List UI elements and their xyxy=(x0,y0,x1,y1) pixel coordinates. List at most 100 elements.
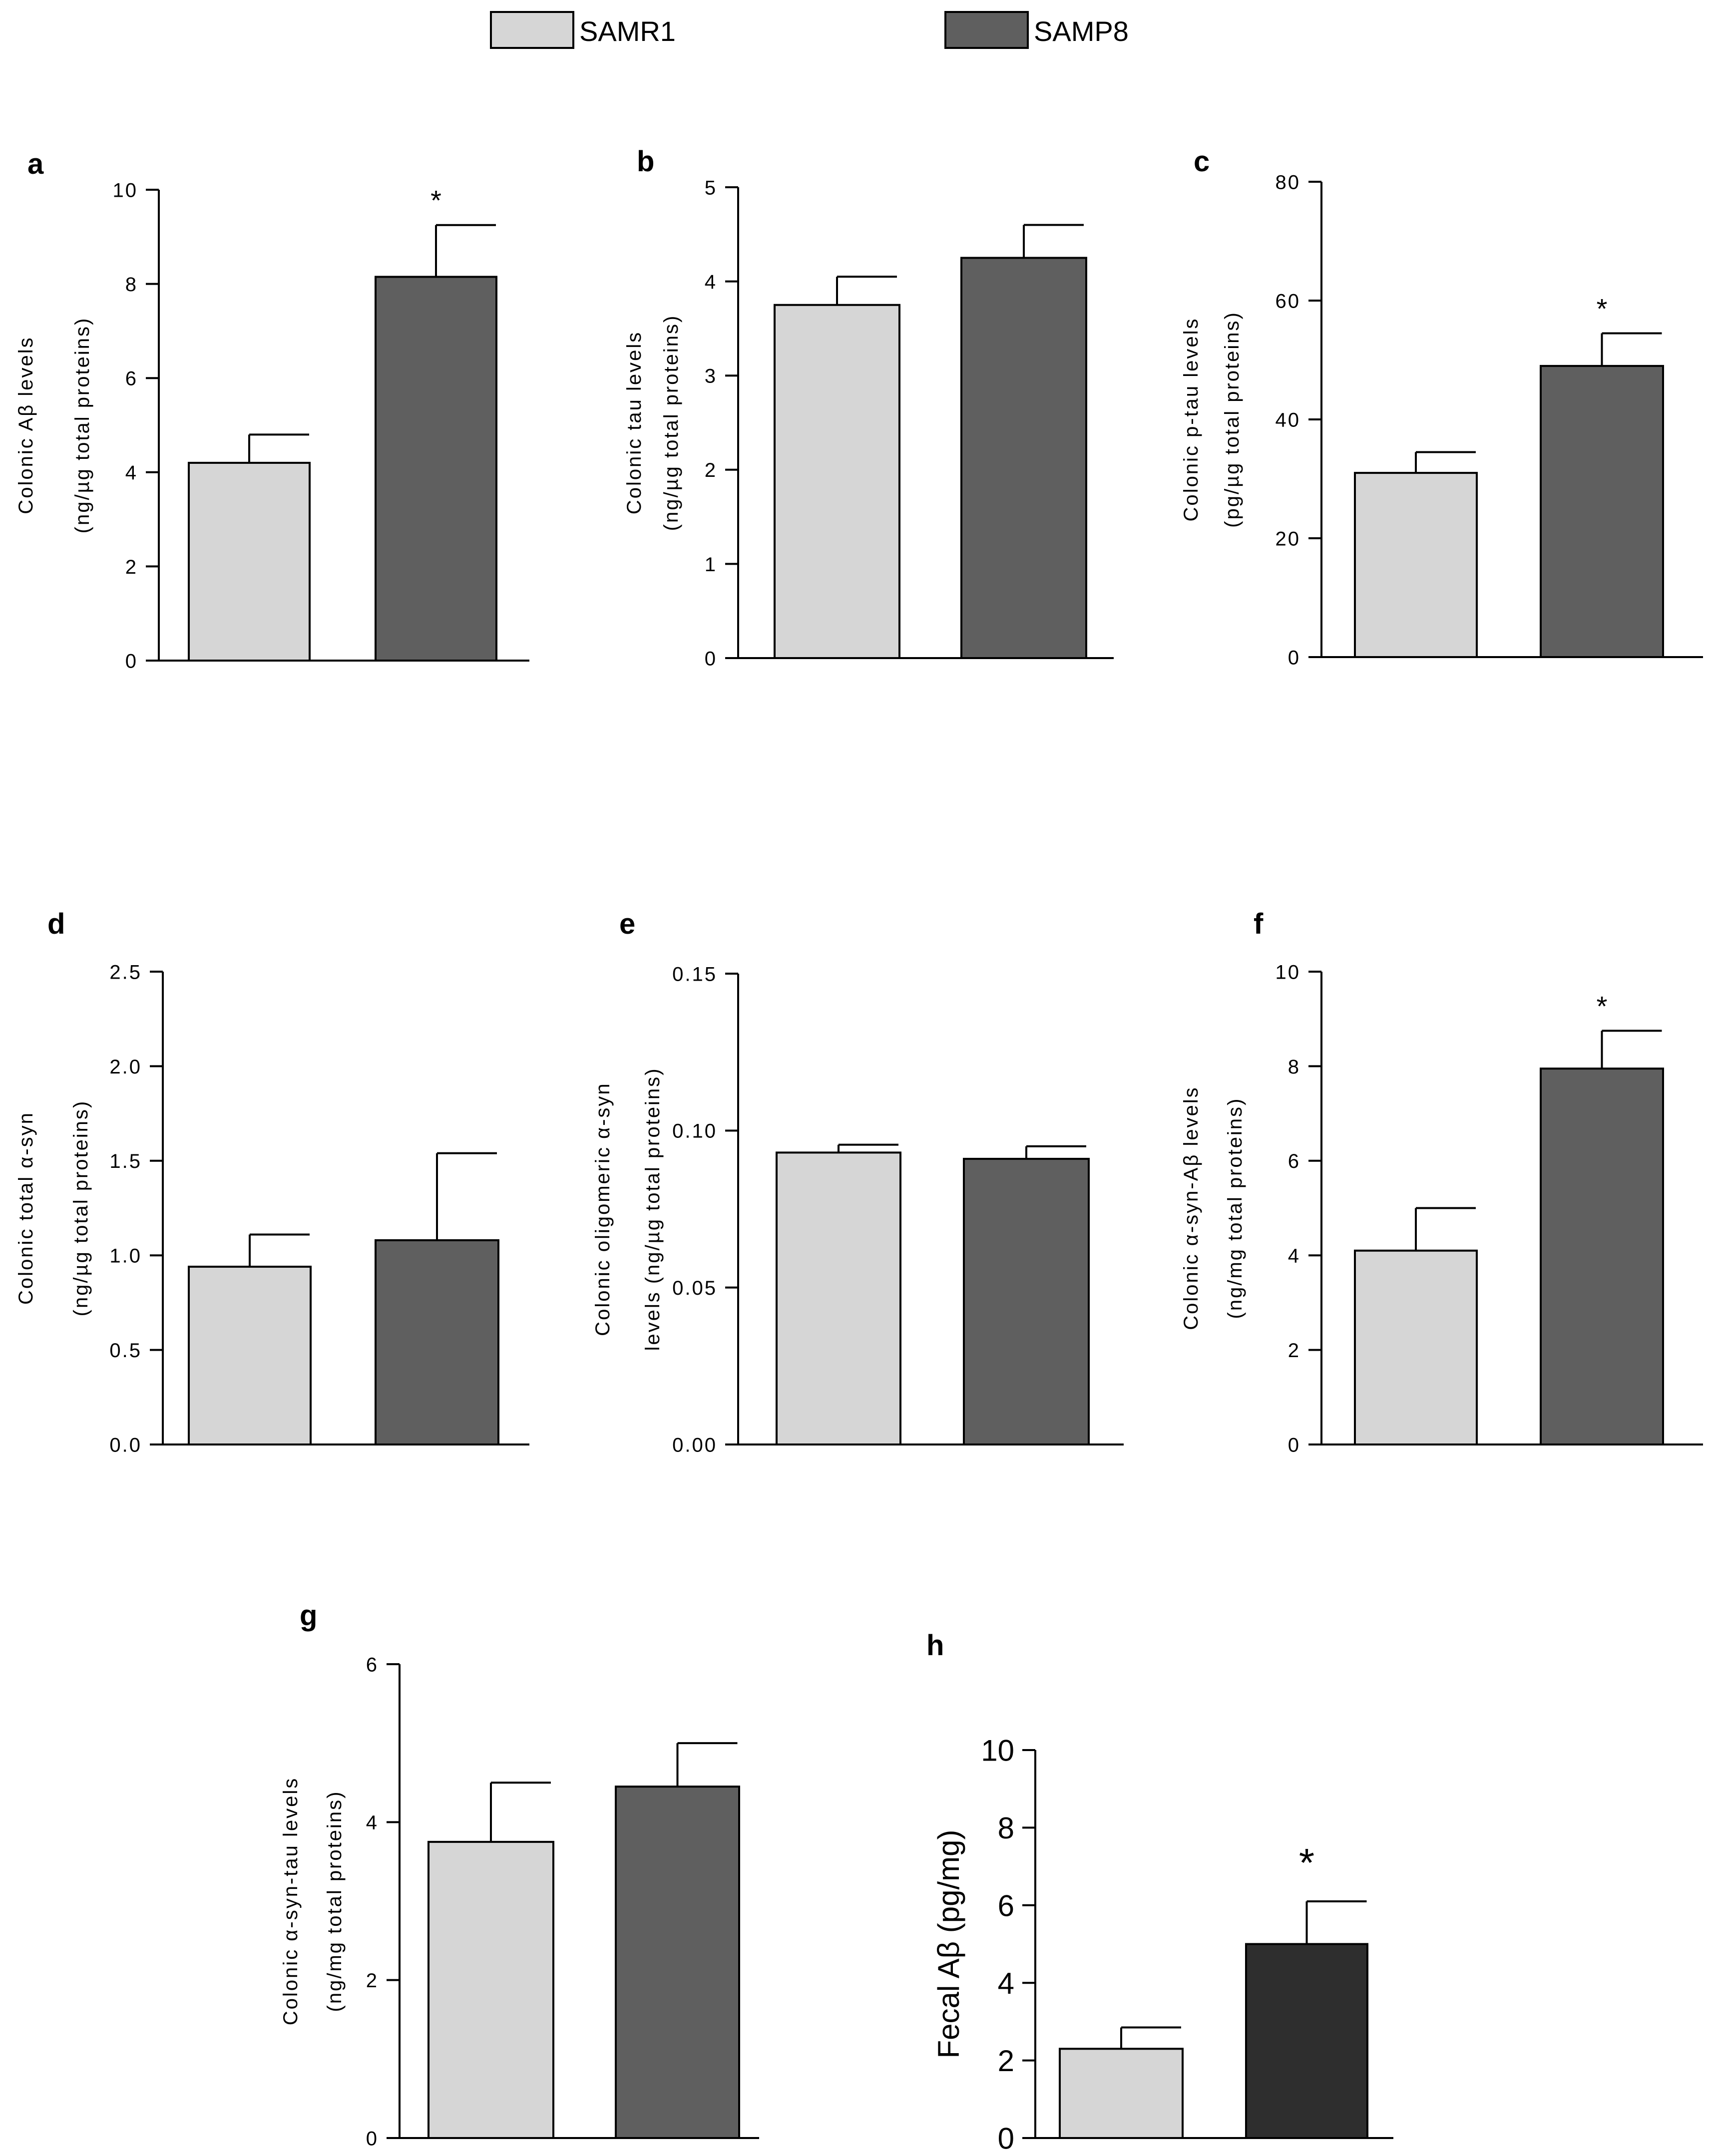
bar-samp8 xyxy=(615,1786,740,2140)
y-tick-label: 0 xyxy=(1288,647,1300,669)
y-tick-label: 6 xyxy=(125,368,138,390)
y-tick-label: 6 xyxy=(998,1889,1014,1922)
legend-label-samp8: SAMP8 xyxy=(1034,15,1129,47)
legend-label-samr1: SAMR1 xyxy=(579,15,676,47)
y-axis-label: (ng/µg total proteins) xyxy=(71,317,93,534)
panel-letter-h: h xyxy=(926,1629,944,1662)
y-tick-label: 0 xyxy=(125,650,138,672)
bar-samp8 xyxy=(1540,1068,1664,1445)
bar-samr1 xyxy=(188,461,311,662)
panel-letter-a: a xyxy=(27,148,44,180)
bar-samp8 xyxy=(375,1239,499,1445)
y-tick-label: 8 xyxy=(998,1811,1014,1845)
panel-letter-c: c xyxy=(1194,145,1210,178)
y-axis-label: (ng/µg total proteins) xyxy=(660,315,682,531)
panel-f: f 0 2 4 6 8 10 * Colonic α-syn-Aβ levels (ng/mg t… xyxy=(1180,908,1703,1456)
y-tick-label: 2 xyxy=(366,1970,379,1992)
y-tick-label: 2.5 xyxy=(109,961,142,983)
y-tick-label: 1 xyxy=(705,554,717,576)
y-tick-label: 60 xyxy=(1276,290,1301,312)
y-tick-label: 2 xyxy=(998,2044,1014,2078)
panel-letter-b: b xyxy=(637,145,654,178)
y-tick-label: 80 xyxy=(1276,171,1301,193)
y-axis-label: Colonic total α-syn xyxy=(15,1111,37,1305)
significance-star: * xyxy=(1597,293,1608,324)
y-axis-label: Colonic α-syn-tau levels xyxy=(280,1777,302,2026)
significance-star: * xyxy=(1299,1840,1314,1885)
bar-samr1 xyxy=(776,1151,901,1446)
y-tick-label: 10 xyxy=(1276,961,1301,983)
y-tick-label: 8 xyxy=(125,274,138,296)
y-tick-label: 6 xyxy=(366,1654,379,1676)
panel-letter-d: d xyxy=(47,908,65,940)
y-tick-label: 10 xyxy=(113,179,138,201)
legend-swatch-samp8 xyxy=(944,11,1029,49)
y-axis-label: (ng/mg total proteins) xyxy=(324,1791,346,2012)
y-tick-label: 8 xyxy=(1288,1056,1300,1078)
y-tick-label: 0 xyxy=(998,2122,1014,2156)
bar-samr1 xyxy=(774,304,900,659)
y-tick-label: 2 xyxy=(1288,1340,1300,1362)
significance-star: * xyxy=(430,185,441,216)
panel-letter-f: f xyxy=(1254,908,1264,940)
y-tick-label: 1.5 xyxy=(109,1150,142,1172)
panel-d: d 0.0 0.5 1.0 1.5 2.0 2.5 Colonic total α-syn (n… xyxy=(15,908,529,1456)
bar-samr1 xyxy=(428,1840,554,2139)
y-tick-label: 0 xyxy=(705,648,717,670)
y-tick-label: 4 xyxy=(998,1967,1014,2000)
y-tick-label: 0.05 xyxy=(672,1277,717,1299)
y-axis-label: Colonic tau levels xyxy=(623,331,645,515)
bar-samr1 xyxy=(1354,1249,1478,1445)
legend: SAMR1 SAMP8 xyxy=(490,11,1129,49)
y-tick-label: 0.0 xyxy=(109,1434,142,1456)
y-tick-label: 10 xyxy=(981,1734,1014,1768)
y-tick-label: 6 xyxy=(1288,1150,1300,1172)
y-tick-label: 4 xyxy=(366,1812,379,1834)
y-tick-label: 20 xyxy=(1276,528,1301,550)
y-tick-label: 40 xyxy=(1276,409,1301,431)
panel-g: g 0 2 4 6 Colonic α-syn-tau levels (ng/mg tota… xyxy=(280,1599,759,2150)
bar-samr1 xyxy=(188,1265,312,1445)
y-axis-label: levels (ng/µg total proteins) xyxy=(642,1067,664,1351)
y-tick-label: 2 xyxy=(705,459,717,481)
y-axis-label: (ng/mg total proteins) xyxy=(1224,1097,1246,1319)
y-axis-label: Fecal Aβ (pg/mg) xyxy=(932,1830,965,2059)
y-axis-label: Colonic p-tau levels xyxy=(1180,317,1202,521)
y-tick-label: 4 xyxy=(125,462,138,484)
bar-samp8 xyxy=(1245,1943,1368,2139)
significance-star: * xyxy=(1597,990,1608,1022)
y-axis-label: (ng/µg total proteins) xyxy=(70,1100,92,1317)
y-tick-label: 3 xyxy=(705,365,717,387)
y-tick-label: 1.0 xyxy=(109,1245,142,1267)
bar-samp8 xyxy=(960,257,1087,659)
panel-c: c 0 20 40 60 80 * Colonic p-tau levels (pg/µg to… xyxy=(1180,145,1703,669)
bar-samp8 xyxy=(1540,364,1664,658)
y-tick-label: 0.10 xyxy=(672,1120,717,1142)
y-axis-label: (pg/µg total proteins) xyxy=(1221,311,1243,528)
y-axis-label: Colonic oligomeric α-syn xyxy=(592,1082,614,1336)
y-axis-label: Colonic α-syn-Aβ levels xyxy=(1180,1086,1202,1330)
y-tick-label: 0 xyxy=(366,2128,379,2150)
y-tick-label: 0 xyxy=(1288,1434,1300,1456)
panel-h: h 0 2 4 6 8 10 * Fecal Aβ (pg/mg) xyxy=(926,1629,1393,2156)
legend-swatch-samr1 xyxy=(490,11,574,49)
panel-letter-e: e xyxy=(619,908,635,940)
panel-a: a 0 2 4 6 8 10 * Colonic Aβ levels (ng/µg total p… xyxy=(15,148,529,672)
bar-samr1 xyxy=(1059,2048,1184,2140)
y-tick-label: 0.15 xyxy=(672,963,717,985)
y-tick-label: 0.5 xyxy=(109,1340,142,1362)
panel-e: e 0.00 0.05 0.10 0.15 Colonic oligomeric α-sy… xyxy=(592,908,1124,1456)
y-tick-label: 4 xyxy=(1288,1245,1300,1267)
y-tick-label: 0.00 xyxy=(672,1434,717,1456)
panel-b: b 0 1 2 3 4 5 Colonic tau levels (ng/µg total pr… xyxy=(623,145,1114,670)
panel-letter-g: g xyxy=(300,1599,317,1632)
y-tick-label: 4 xyxy=(705,271,717,293)
y-tick-label: 5 xyxy=(705,177,717,199)
y-axis-label: Colonic Aβ levels xyxy=(15,336,37,514)
bar-samp8 xyxy=(375,276,497,662)
y-tick-label: 2.0 xyxy=(109,1056,142,1078)
bar-samp8 xyxy=(963,1157,1090,1445)
bar-samr1 xyxy=(1354,472,1478,658)
